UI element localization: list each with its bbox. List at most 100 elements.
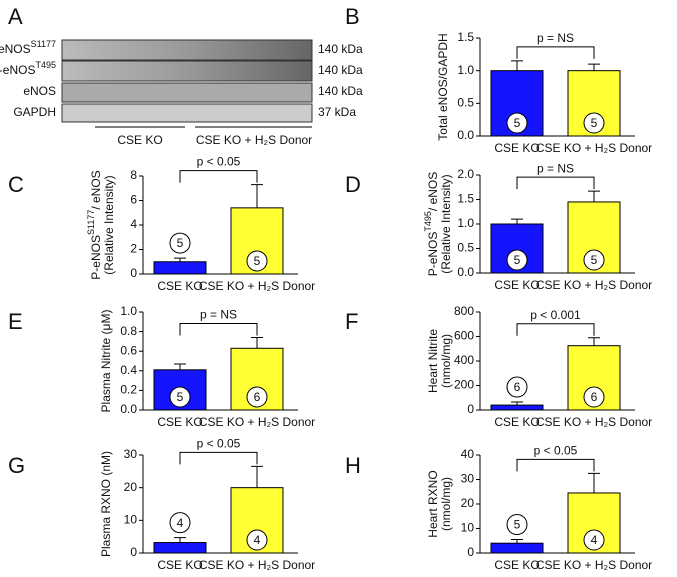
- p-bracket: [179, 170, 258, 183]
- p-label: p = NS: [537, 161, 574, 175]
- p-bracket: [516, 46, 595, 59]
- y-tick-label: 0: [130, 545, 137, 559]
- n-circle: [246, 386, 268, 408]
- label-text: Total eNOS/GAPDH: [436, 33, 450, 140]
- row-label: P-eNOSS1177: [0, 39, 56, 56]
- n-label: 5: [254, 254, 261, 268]
- p-label: p = NS: [200, 308, 237, 322]
- y-tick-label: 4: [130, 217, 137, 231]
- label-text: (Relative Intensity): [102, 175, 116, 274]
- panel-label: B: [345, 4, 360, 29]
- y-axis-label: Total eNOS/GAPDH: [436, 33, 450, 140]
- x-tick-label: CSE KO + H₂S Donor: [536, 415, 652, 429]
- error-bar: [511, 401, 523, 406]
- p-bracket: [516, 323, 595, 336]
- error-bar: [174, 537, 186, 543]
- label-sup: T495: [35, 60, 56, 70]
- size-label: 140 kDa: [318, 84, 363, 98]
- y-tick-label: 8: [130, 168, 137, 182]
- y-tick-label: 40: [461, 447, 475, 461]
- label-text: (nmol/mg): [439, 477, 453, 531]
- error-bar: [174, 363, 186, 370]
- n-label: 4: [254, 533, 261, 547]
- label-sup: S1177: [31, 39, 56, 49]
- n-circle: [506, 376, 528, 398]
- y-tick-label: 0.5: [457, 241, 474, 255]
- y-tick-label: 1.0: [120, 304, 137, 318]
- n-circle: [583, 112, 605, 134]
- y-tick-label: 20: [461, 496, 475, 510]
- n-label: 5: [177, 236, 184, 250]
- bar: [153, 542, 207, 554]
- x-tick-label: CSE KO + H₂S Donor: [199, 558, 315, 572]
- panel-label: A: [8, 4, 23, 29]
- label-text: Heart RXNO: [426, 470, 440, 537]
- p-bracket: [179, 322, 258, 336]
- x-tick-label: CSE KO: [157, 279, 202, 293]
- n-label: 5: [591, 116, 598, 130]
- y-tick-label: 400: [454, 353, 474, 367]
- error-bar: [588, 472, 600, 493]
- p-label: p = NS: [537, 31, 574, 45]
- y-axis-label: Heart Nitrite: [426, 329, 440, 393]
- panel-label: D: [345, 172, 361, 197]
- panel-label: E: [8, 309, 23, 334]
- label-sup: S1177: [86, 210, 96, 235]
- y-tick-label: 20: [124, 480, 138, 494]
- n-label: 5: [514, 518, 521, 532]
- x-tick-label: CSE KO + H₂S Donor: [199, 415, 315, 429]
- row-label: eNOS: [23, 84, 56, 98]
- x-tick-label: CSE KO: [494, 415, 539, 429]
- group-label: CSE KO + H₂S Donor: [196, 133, 312, 147]
- panel-label: H: [345, 453, 361, 478]
- label-text: eNOS: [23, 84, 56, 98]
- error-bar: [251, 184, 263, 208]
- size-label: 140 kDa: [318, 63, 363, 77]
- error-bar: [511, 60, 523, 71]
- p-label: p < 0.05: [534, 444, 578, 458]
- error-bar: [588, 190, 600, 202]
- x-tick-label: CSE KO: [494, 558, 539, 572]
- size-label: 37 kDa: [318, 105, 356, 119]
- y-axis-label: Plasma RXNO (nM): [99, 451, 113, 557]
- label-text: Heart Nitrite: [426, 329, 440, 393]
- n-circle: [169, 232, 191, 254]
- y-axis-label: (Relative Intensity): [439, 174, 453, 273]
- label-text: (Relative Intensity): [439, 174, 453, 273]
- error-bar: [588, 337, 600, 346]
- bar: [490, 223, 544, 274]
- n-label: 5: [591, 253, 598, 267]
- n-circle: [506, 249, 528, 271]
- panel-label: G: [8, 453, 25, 478]
- n-label: 6: [254, 390, 261, 404]
- p-label: p < 0.05: [197, 437, 241, 451]
- x-tick-label: CSE KO: [157, 415, 202, 429]
- error-bar: [251, 465, 263, 488]
- label-text: GAPDH: [13, 105, 56, 119]
- y-tick-label: 0: [130, 266, 137, 280]
- panel-label: C: [8, 172, 24, 197]
- p-label: p < 0.001: [530, 308, 581, 322]
- n-label: 4: [177, 516, 184, 530]
- bar: [490, 542, 544, 554]
- n-label: 5: [514, 116, 521, 130]
- label-text: (nmol/mg): [439, 334, 453, 388]
- y-tick-label: 0.2: [120, 383, 137, 397]
- y-axis-label: Plasma Nitrite (μM): [99, 310, 113, 413]
- label-text: / eNOS: [89, 170, 103, 209]
- label-text: P-eNOS: [426, 232, 440, 277]
- x-tick-label: CSE KO + H₂S Donor: [199, 279, 315, 293]
- y-axis-label: P-eNOST495/ eNOS: [423, 172, 440, 277]
- n-circle: [583, 386, 605, 408]
- y-tick-label: 30: [461, 472, 475, 486]
- group-label: CSE KO: [117, 133, 162, 147]
- size-label: 140 kDa: [318, 42, 363, 56]
- n-circle: [506, 112, 528, 134]
- y-axis-label: (nmol/mg): [439, 334, 453, 388]
- y-tick-label: 0.0: [457, 128, 474, 142]
- y-tick-label: 0.8: [120, 324, 137, 338]
- label-text: P-eNOS: [0, 42, 31, 56]
- n-label: 5: [514, 253, 521, 267]
- n-circle: [246, 529, 268, 551]
